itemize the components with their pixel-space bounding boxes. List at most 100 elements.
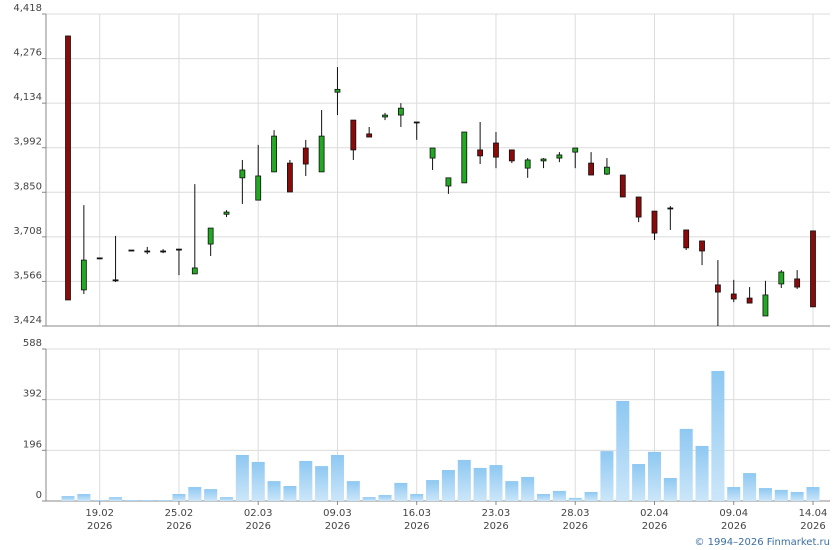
volume-bar-shade bbox=[156, 499, 170, 501]
candle-body bbox=[160, 250, 167, 253]
candle-body bbox=[366, 133, 373, 138]
volume-bar-shade bbox=[172, 494, 186, 501]
candle-body bbox=[350, 119, 357, 151]
x-tick-label: 16.03 bbox=[402, 508, 431, 519]
candle-body bbox=[778, 271, 785, 285]
volume-bar-shade bbox=[235, 454, 249, 501]
volume-bar-shade bbox=[600, 451, 614, 501]
x-tick-label: 2026 bbox=[642, 521, 667, 532]
candle-body bbox=[762, 294, 769, 317]
volume-bar-shade bbox=[457, 459, 471, 501]
candle-body bbox=[461, 131, 468, 184]
candle-body bbox=[572, 147, 579, 153]
candle-body bbox=[144, 250, 151, 253]
volume-bar-shade bbox=[521, 476, 535, 501]
volume-bar-shade bbox=[204, 489, 218, 501]
volume-bar-shade bbox=[505, 481, 519, 501]
candle-body bbox=[540, 158, 547, 162]
candle-body bbox=[334, 88, 341, 93]
volume-bar-shade bbox=[537, 494, 551, 501]
candle-body bbox=[223, 211, 230, 215]
x-tick-label: 23.03 bbox=[482, 508, 511, 519]
candle-body bbox=[746, 297, 753, 304]
candle-body bbox=[604, 166, 610, 175]
volume-bar-shade bbox=[77, 494, 91, 501]
candle-body bbox=[413, 121, 420, 124]
volume-bar-shade bbox=[758, 488, 772, 501]
volume-bar-shade bbox=[727, 487, 741, 501]
volume-bar-shade bbox=[743, 473, 757, 501]
x-tick-label: 2026 bbox=[166, 521, 191, 532]
credit: © 1994–2026 Finmarket.ru bbox=[694, 537, 830, 548]
volume-bar-shade bbox=[315, 466, 329, 501]
candle-body bbox=[730, 293, 737, 300]
x-tick-label: 2026 bbox=[245, 521, 270, 532]
candle-body bbox=[635, 196, 642, 218]
volume-bar-shade bbox=[790, 491, 804, 501]
candle-body bbox=[382, 114, 388, 118]
x-tick-label: 19.02 bbox=[85, 508, 114, 519]
x-tick-label: 09.04 bbox=[719, 508, 748, 519]
candle-body bbox=[477, 149, 484, 157]
volume-bar-shade bbox=[251, 461, 265, 501]
volume-bar-shade bbox=[93, 499, 107, 501]
x-tick-label: 02.04 bbox=[640, 508, 669, 519]
candle-body bbox=[397, 107, 404, 116]
x-tick-label: 2026 bbox=[563, 521, 588, 532]
candle-body bbox=[112, 279, 119, 282]
x-tick-label: 2026 bbox=[87, 521, 112, 532]
volume-bar-shade bbox=[679, 428, 693, 501]
candle-body bbox=[239, 169, 246, 179]
volume-bar-shade bbox=[489, 465, 503, 501]
candle-body bbox=[588, 162, 594, 176]
volume-bar-shade bbox=[711, 370, 725, 501]
candle-body bbox=[524, 159, 531, 169]
candle-body bbox=[714, 284, 721, 293]
candle-body bbox=[302, 147, 309, 165]
volume-bar-shade bbox=[568, 497, 582, 501]
volume-bar-shade bbox=[299, 460, 313, 501]
volume-bar-shade bbox=[124, 499, 138, 501]
x-tick-label: 2026 bbox=[325, 521, 350, 532]
volume-bar-shade bbox=[330, 454, 344, 501]
volume-bar-shade bbox=[394, 482, 408, 501]
candle-body bbox=[271, 135, 277, 173]
x-tick-label: 2026 bbox=[483, 521, 508, 532]
volume-bar-shade bbox=[426, 480, 440, 501]
volume-bar-shade bbox=[61, 496, 75, 501]
candle-body bbox=[191, 267, 198, 275]
y-tick-label: 3,708 bbox=[13, 226, 42, 237]
x-tick-label: 02.03 bbox=[244, 508, 273, 519]
candle-body bbox=[318, 135, 325, 173]
candle-body bbox=[556, 154, 563, 159]
candle-body bbox=[493, 142, 499, 158]
volume-bar-shade bbox=[616, 400, 630, 501]
volume-bar-shade bbox=[140, 499, 154, 501]
candle-body bbox=[429, 147, 436, 159]
volume-bar-shade bbox=[473, 467, 487, 501]
x-tick-label: 09.03 bbox=[323, 508, 352, 519]
candle-body bbox=[651, 210, 658, 234]
volume-bar-shade bbox=[188, 487, 202, 501]
volume-bar-shade bbox=[552, 490, 566, 501]
y-tick-label: 3,566 bbox=[13, 270, 42, 281]
volume-bar-shade bbox=[220, 497, 234, 501]
candle-body bbox=[80, 259, 87, 291]
volume-bar-shade bbox=[663, 477, 677, 501]
volume-bar-shade bbox=[695, 445, 709, 501]
candle-body bbox=[683, 229, 690, 249]
volume-bar-shade bbox=[647, 451, 661, 501]
volume-bar-shade bbox=[584, 491, 598, 501]
x-tick-label: 25.02 bbox=[165, 508, 194, 519]
candle-body bbox=[667, 207, 674, 210]
volume-bar-shade bbox=[441, 469, 455, 501]
candle-body bbox=[619, 174, 626, 198]
volume-bar-shade bbox=[378, 495, 392, 501]
y-tick-label: 196 bbox=[23, 439, 42, 450]
candle-body bbox=[255, 175, 262, 201]
candle-body bbox=[287, 162, 293, 193]
candle-body bbox=[207, 227, 214, 245]
volume-bar-shade bbox=[362, 497, 376, 501]
